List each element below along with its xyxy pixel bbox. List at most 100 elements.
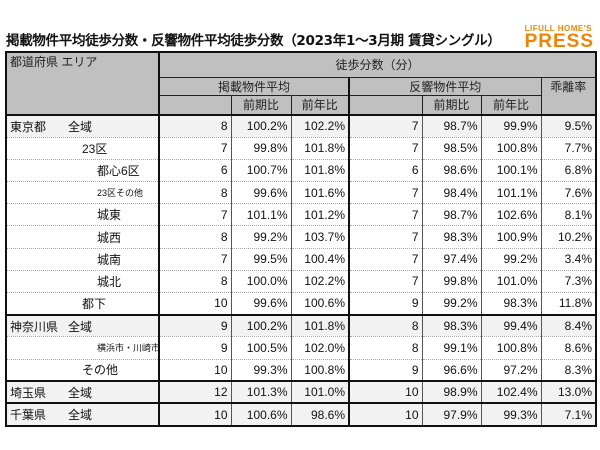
gap-rate-cell: 10.2%	[540, 225, 598, 249]
response-qoq-cell: 98.7%	[421, 203, 481, 227]
response-qoq-cell: 98.6%	[421, 159, 481, 183]
response-walk-cell: 8	[348, 336, 422, 360]
response-qoq-cell: 98.3%	[421, 313, 481, 338]
listed-qoq-cell: 99.6%	[230, 292, 291, 316]
response-walk-cell: 8	[348, 313, 422, 338]
listed-qoq-cell: 100.2%	[230, 313, 291, 338]
response-walk-cell: 10	[348, 402, 422, 427]
table-row: 千葉県 全域 10 100.6% 98.6% 10 97.9% 99.3% 7.1%	[5, 402, 598, 427]
header-response-qoq: 前期比	[421, 94, 482, 116]
table-row: 城東 7 101.1% 101.2% 7 98.7% 102.6% 8.1%	[5, 203, 598, 227]
response-walk-cell: 7	[348, 113, 422, 138]
gap-rate-cell: 7.7%	[540, 137, 598, 160]
listed-walk-cell: 8	[158, 181, 231, 205]
area-cell: 都心6区	[5, 159, 160, 183]
listed-yoy-cell: 100.8%	[290, 359, 349, 382]
table-row: 城北 8 100.0% 102.2% 7 99.8% 101.0% 7.3%	[5, 270, 598, 294]
response-walk-cell: 7	[348, 137, 422, 160]
table-row: 東京都 全域 8 100.2% 102.2% 7 98.7% 99.9% 9.5%	[5, 113, 598, 138]
table-row: 横浜市・川崎市 9 100.5% 102.0% 8 99.1% 100.8% 8.6%	[5, 336, 598, 360]
gap-rate-cell: 8.3%	[540, 359, 598, 382]
listed-yoy-cell: 101.8%	[290, 137, 349, 160]
listed-yoy-cell: 101.6%	[290, 181, 349, 205]
response-yoy-cell: 102.6%	[480, 203, 541, 227]
area-cell: 城南	[5, 248, 160, 271]
gap-rate-cell: 11.8%	[540, 292, 598, 316]
listed-qoq-cell: 99.2%	[230, 225, 291, 249]
listed-yoy-cell: 101.0%	[290, 380, 349, 404]
response-walk-cell: 7	[348, 270, 422, 294]
prefecture: 東京都	[10, 119, 47, 134]
listed-qoq-cell: 99.6%	[230, 181, 291, 205]
listed-qoq-cell: 100.2%	[230, 113, 291, 138]
response-walk-cell: 9	[348, 359, 422, 382]
prefecture: 神奈川県	[10, 319, 59, 334]
table-row: 神奈川県 全域 9 100.2% 101.8% 8 98.3% 99.4% 8.4%	[5, 313, 598, 338]
response-yoy-cell: 99.4%	[480, 313, 541, 338]
walk-minutes-table: 都道府県 エリア 徒歩分数（分） 掲載物件平均 反響物件平均 乖離率 前期比 前…	[5, 51, 598, 427]
table-row: 城西 8 99.2% 103.7% 7 98.3% 100.9% 10.2%	[5, 225, 598, 249]
response-qoq-cell: 98.3%	[421, 225, 481, 249]
response-yoy-cell: 99.2%	[480, 248, 541, 271]
response-qoq-cell: 97.4%	[421, 248, 481, 271]
listed-walk-cell: 12	[158, 380, 231, 404]
area-name: 城北	[97, 274, 122, 289]
area-name: 横浜市・川崎市	[97, 343, 159, 354]
listed-qoq-cell: 101.1%	[230, 203, 291, 227]
listed-qoq-cell: 101.3%	[230, 380, 291, 404]
response-yoy-cell: 99.3%	[480, 402, 541, 427]
response-qoq-cell: 98.5%	[421, 137, 481, 160]
response-walk-cell: 7	[348, 181, 422, 205]
area-name: 城西	[97, 230, 122, 245]
listed-yoy-cell: 101.2%	[290, 203, 349, 227]
header-walk-minutes: 徒歩分数（分）	[158, 51, 598, 78]
page-title: 掲載物件平均徒歩分数・反響物件平均徒歩分数（2023年1〜3月期 賃貸シングル）	[6, 33, 501, 49]
response-walk-cell: 7	[348, 248, 422, 271]
response-yoy-cell: 100.8%	[480, 336, 541, 360]
listed-walk-cell: 9	[158, 313, 231, 338]
area-name: 全域	[68, 319, 93, 334]
listed-qoq-cell: 100.5%	[230, 336, 291, 360]
response-qoq-cell: 98.7%	[421, 113, 481, 138]
listed-walk-cell: 8	[158, 270, 231, 294]
listed-walk-cell: 7	[158, 137, 231, 160]
area-cell: 埼玉県 全域	[5, 380, 160, 404]
area-name: 都下	[82, 296, 107, 311]
listed-walk-cell: 6	[158, 159, 231, 183]
gap-rate-cell: 9.5%	[540, 113, 598, 138]
listed-qoq-cell: 100.7%	[230, 159, 291, 183]
response-yoy-cell: 102.4%	[480, 380, 541, 404]
response-qoq-cell: 96.6%	[421, 359, 481, 382]
logo-line1: LIFULL HOME'S	[524, 24, 592, 33]
area-name: 全域	[68, 385, 93, 400]
listed-yoy-cell: 103.7%	[290, 225, 349, 249]
response-walk-cell: 9	[348, 292, 422, 316]
area-name: 23区その他	[97, 188, 144, 199]
response-walk-cell: 6	[348, 159, 422, 183]
listed-yoy-cell: 101.8%	[290, 313, 349, 338]
area-cell: 神奈川県 全域	[5, 313, 160, 338]
response-yoy-cell: 100.1%	[480, 159, 541, 183]
response-qoq-cell: 98.4%	[421, 181, 481, 205]
response-walk-cell: 7	[348, 203, 422, 227]
listed-walk-cell: 10	[158, 359, 231, 382]
gap-rate-cell: 13.0%	[540, 380, 598, 404]
gap-rate-cell: 8.1%	[540, 203, 598, 227]
area-cell: 城東	[5, 203, 160, 227]
gap-rate-cell: 8.4%	[540, 313, 598, 338]
listed-yoy-cell: 102.0%	[290, 336, 349, 360]
gap-rate-cell: 7.3%	[540, 270, 598, 294]
header-listed-qoq: 前期比	[230, 94, 292, 116]
table-row: その他 10 99.3% 100.8% 9 96.6% 97.2% 8.3%	[5, 359, 598, 382]
area-name: 23区	[82, 141, 108, 156]
table-row: 都下 10 99.6% 100.6% 9 99.2% 98.3% 11.8%	[5, 292, 598, 316]
response-yoy-cell: 100.9%	[480, 225, 541, 249]
listed-qoq-cell: 99.5%	[230, 248, 291, 271]
area-cell: 千葉県 全域	[5, 402, 160, 427]
listed-walk-cell: 9	[158, 336, 231, 360]
area-name: 都心6区	[97, 163, 140, 178]
logo-line2: PRESS	[524, 31, 594, 52]
area-cell: 城西	[5, 225, 160, 249]
area-name: 城南	[97, 252, 122, 267]
header-listed-avg: 掲載物件平均	[158, 76, 350, 96]
